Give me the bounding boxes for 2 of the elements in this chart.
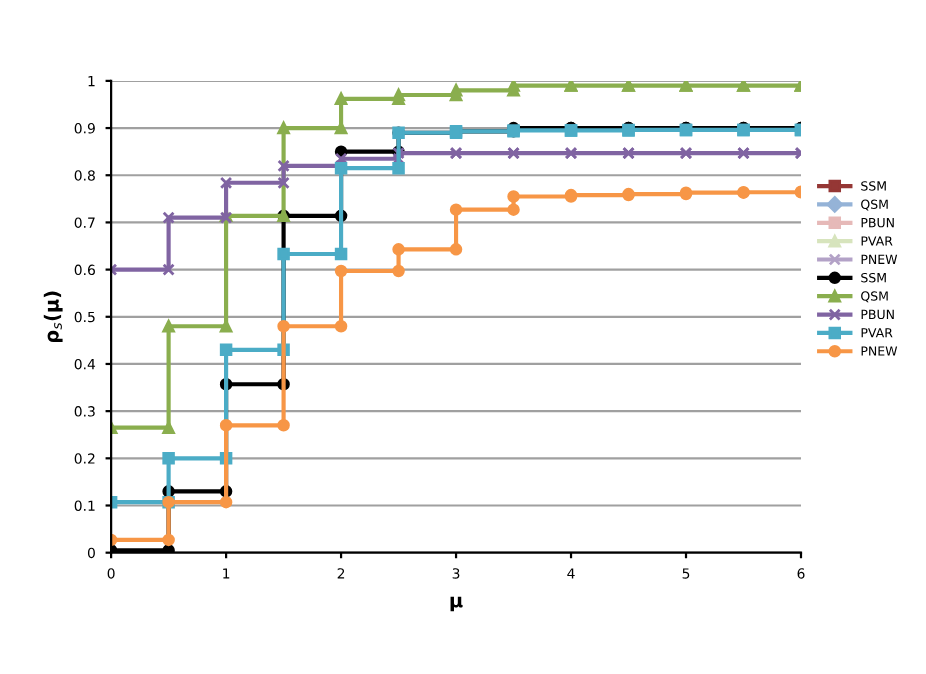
y-axis-title: ρ$_{s}$(μ) <box>43 291 63 343</box>
x-axis-title: μ <box>450 596 463 612</box>
